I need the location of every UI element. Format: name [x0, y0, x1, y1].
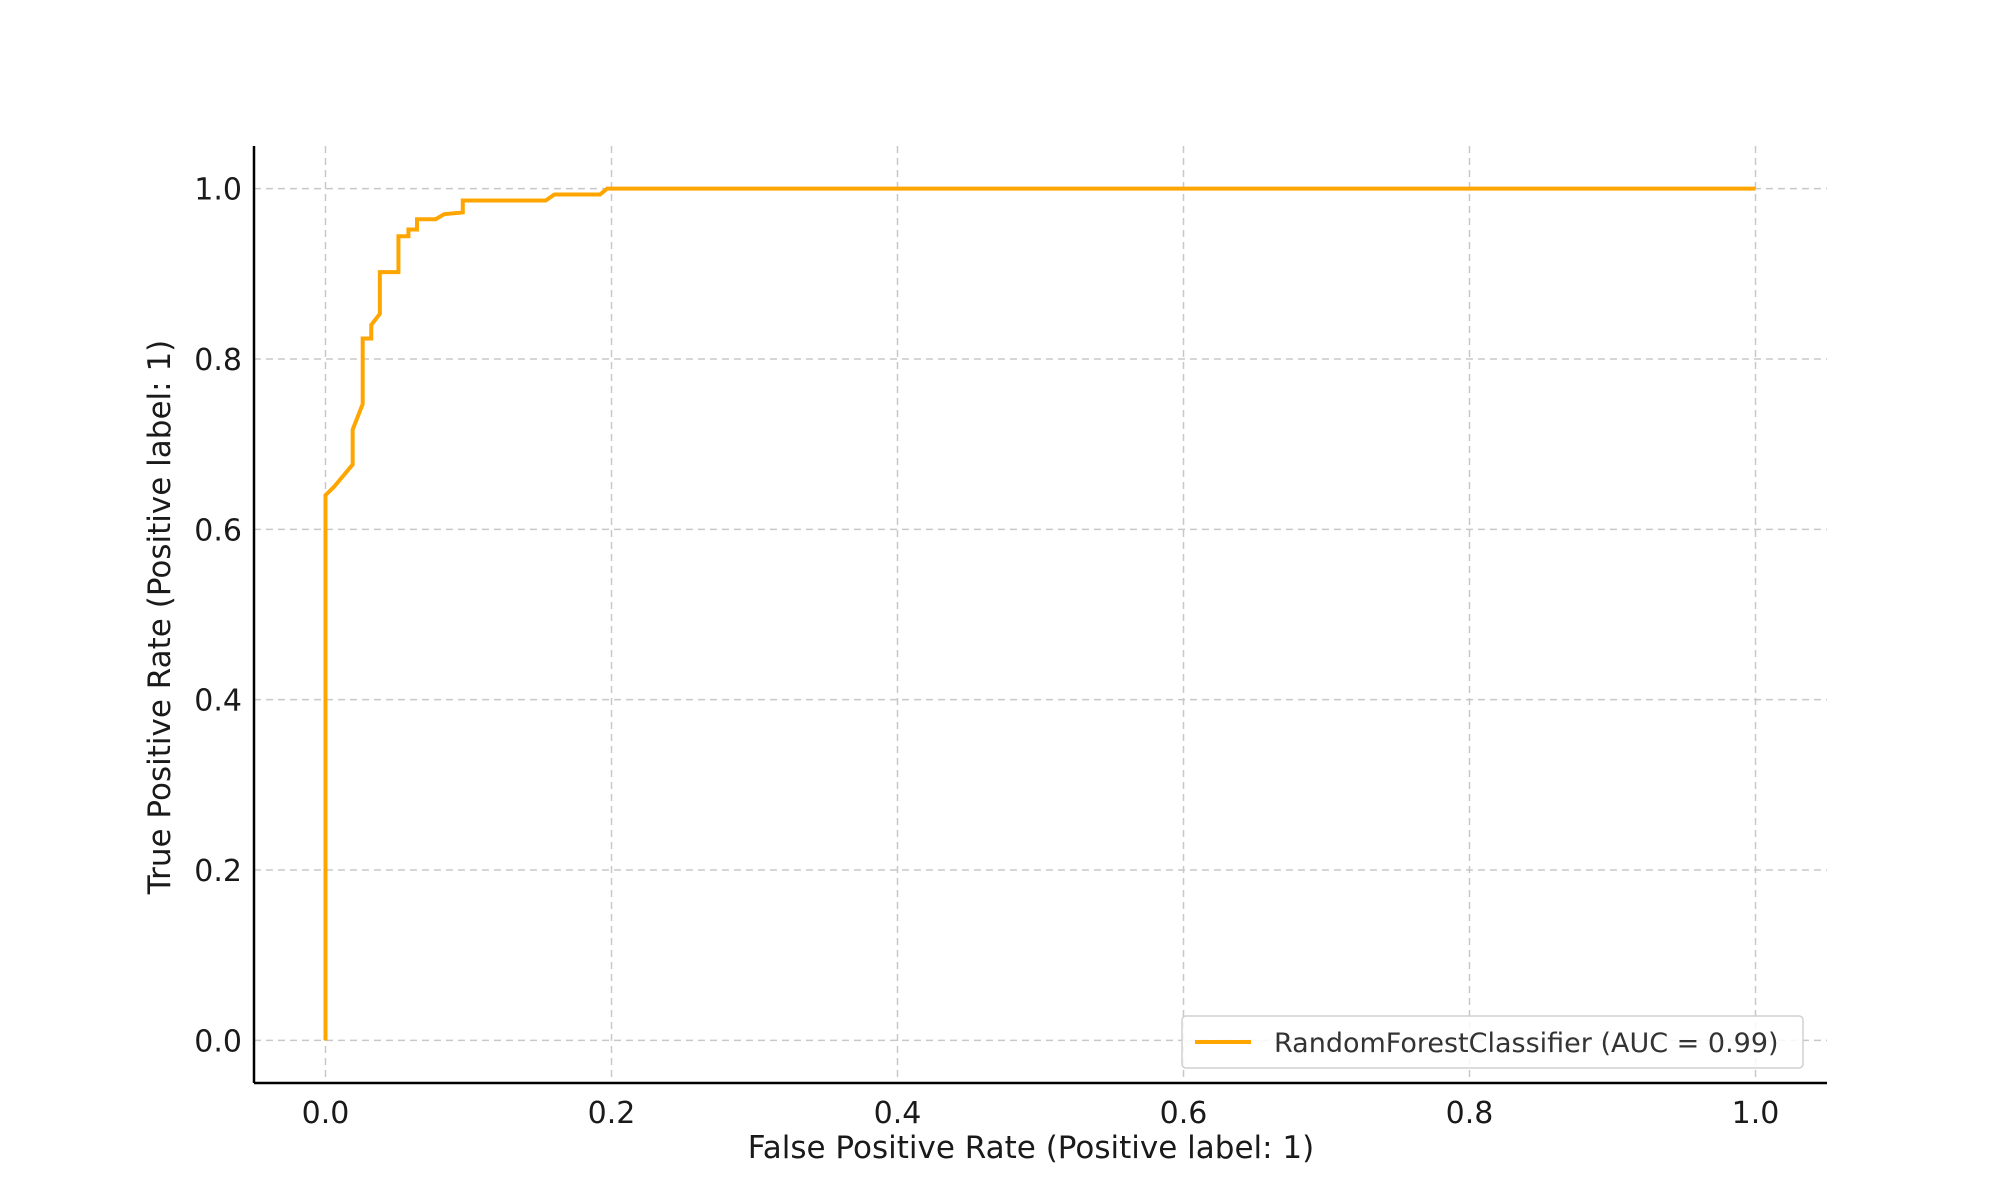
y-axis-label: True Positive Rate (Positive label: 1)	[142, 340, 178, 896]
series-layer	[323, 186, 1756, 1041]
roc-curve-line	[323, 186, 1756, 1041]
x-tick-label: 0.6	[1160, 1096, 1208, 1131]
ticks-layer: 0.0 0.2 0.4 0.6 0.8 1.0 0.0 0.2 0.4 0.6 0.8 1.0	[194, 173, 1779, 1131]
y-tick-label: 0.8	[194, 343, 242, 378]
y-tick-label: 0.2	[194, 854, 242, 889]
x-tick-label: 0.2	[588, 1096, 636, 1131]
y-tick-label: 1.0	[194, 173, 242, 208]
axes-layer	[252, 146, 1827, 1085]
legend: RandomForestClassifier (AUC = 0.99)	[1181, 1015, 1804, 1069]
x-axis-label: False Positive Rate (Positive label: 1)	[748, 1130, 1315, 1166]
legend-label: RandomForestClassifier (AUC = 0.99)	[1274, 1028, 1779, 1059]
x-tick-label: 0.8	[1446, 1096, 1494, 1131]
y-tick-label: 0.6	[194, 513, 242, 548]
grid-layer	[254, 146, 1827, 1083]
x-tick-label: 0.4	[874, 1096, 922, 1131]
y-tick-label: 0.0	[194, 1024, 242, 1059]
legend-box	[1181, 1015, 1804, 1069]
y-tick-label: 0.4	[194, 684, 242, 719]
x-tick-label: 0.0	[302, 1096, 350, 1131]
x-tick-label: 1.0	[1732, 1096, 1780, 1131]
